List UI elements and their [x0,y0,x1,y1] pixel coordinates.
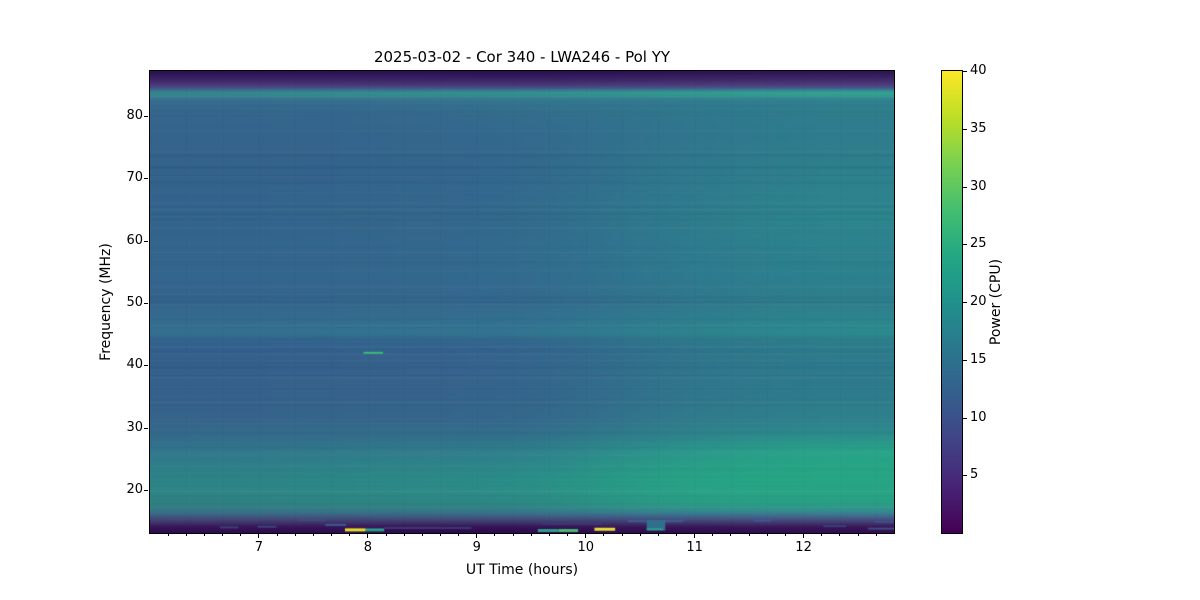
y-tick-label: 40 [126,357,143,373]
y-tick-mark [144,178,148,179]
colorbar-tick-mark [963,244,967,245]
x-minor-tick-mark [784,534,786,536]
x-minor-tick-mark [639,534,641,536]
y-tick-mark [144,365,148,366]
x-tick-label: 11 [686,540,703,555]
colorbar-canvas [942,71,962,533]
x-minor-tick-mark [222,534,224,536]
colorbar-tick-label: 10 [970,409,987,425]
x-tick-mark [585,534,587,538]
x-minor-tick-mark [512,534,514,536]
x-tick-mark [258,534,260,538]
x-minor-tick-mark [657,534,659,536]
x-minor-tick-mark [676,534,677,536]
x-minor-tick-mark [458,534,460,536]
x-minor-tick-mark [331,534,333,536]
x-minor-tick-mark [167,534,169,536]
colorbar-tick-mark [963,71,967,72]
y-tick-mark [144,303,148,304]
x-minor-tick-mark [839,534,841,536]
colorbar-tick-mark [963,418,967,419]
y-tick-mark [144,241,148,242]
x-minor-tick-mark [494,534,496,536]
y-tick-label: 20 [126,481,143,497]
x-minor-tick-mark [203,534,205,536]
colorbar-tick-label: 35 [970,120,987,136]
y-tick-mark [144,428,148,429]
spectrogram-plot [149,70,895,534]
x-tick-mark [367,534,369,538]
x-tick-label: 8 [363,540,372,555]
x-minor-tick-mark [603,534,605,536]
x-minor-tick-mark [294,534,296,536]
colorbar-tick-label: 15 [970,351,987,367]
x-minor-tick-mark [439,534,441,536]
x-minor-tick-mark [712,534,714,536]
x-minor-tick-mark [421,534,423,536]
colorbar-tick-mark [963,360,967,361]
colorbar-tick-mark [963,129,967,130]
y-tick-label: 60 [126,232,143,248]
spectrogram-canvas [150,71,894,533]
colorbar [941,70,963,534]
y-tick-label: 30 [126,419,143,435]
colorbar-tick-label: 5 [970,467,979,483]
x-minor-tick-mark [530,534,532,536]
x-minor-tick-mark [240,534,242,536]
y-tick-label: 80 [126,107,143,123]
x-tick-label: 12 [795,540,812,555]
x-minor-tick-mark [349,534,351,536]
y-tick-mark [144,490,148,491]
x-minor-tick-mark [548,534,550,536]
x-minor-tick-mark [403,534,405,536]
x-minor-tick-mark [821,534,823,536]
y-tick-label: 70 [126,170,143,186]
x-tick-label: 9 [472,540,481,555]
x-axis-label: UT Time (hours) [465,562,579,578]
x-minor-tick-mark [567,534,569,536]
colorbar-tick-label: 25 [970,236,987,252]
x-minor-tick-mark [276,534,278,536]
x-tick-label: 7 [254,540,264,555]
colorbar-tick-mark [963,302,967,303]
colorbar-tick-label: 20 [970,294,987,309]
y-tick-mark [144,116,148,117]
x-tick-mark [476,534,478,538]
x-minor-tick-mark [312,534,314,536]
x-minor-tick-mark [385,534,387,536]
x-minor-tick-mark [875,534,877,536]
x-minor-tick-mark [857,534,859,536]
x-minor-tick-mark [766,534,768,536]
x-minor-tick-mark [185,534,187,536]
x-minor-tick-mark [748,534,750,536]
x-minor-tick-mark [730,534,732,536]
colorbar-tick-mark [963,475,967,476]
colorbar-tick-label: 40 [970,63,987,78]
x-tick-label: 10 [577,540,594,555]
x-minor-tick-mark [621,534,623,536]
x-tick-mark [803,534,805,538]
colorbar-tick-label: 30 [970,178,987,194]
x-tick-mark [694,534,696,538]
y-tick-label: 50 [126,294,143,310]
chart-title: 2025-03-02 - Cor 340 - LWA246 - Pol YY [373,48,671,66]
colorbar-tick-mark [963,187,967,188]
